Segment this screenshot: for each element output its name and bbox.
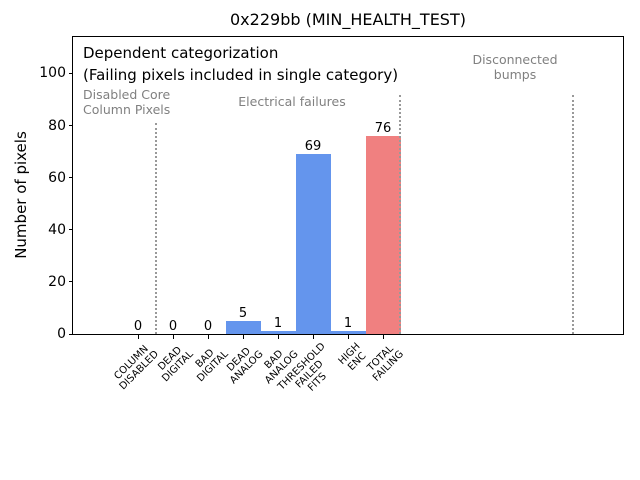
bar (330, 331, 366, 334)
separator-line (155, 123, 157, 334)
x-tick-label-text: DEAD DIGITAL (156, 344, 196, 385)
y-tick-label: 80 (48, 117, 66, 134)
x-tick-mark (383, 334, 384, 339)
bar-value-label: 69 (304, 139, 322, 155)
separator-line (572, 95, 574, 334)
y-tick-mark (69, 229, 73, 231)
annotation: (Failing pixels included in single categ… (83, 66, 399, 84)
bar (295, 154, 331, 334)
x-tick-label-text: BAD DIGITAL (193, 347, 231, 385)
y-tick-label: 0 (57, 326, 66, 342)
x-tick-mark (278, 334, 279, 339)
bar-value-label: 0 (133, 319, 143, 334)
y-tick-mark (69, 125, 73, 127)
annotation: Disconnected bumps (472, 52, 558, 82)
x-tick-label-text: DEAD ANALOG (225, 345, 266, 387)
x-tick-mark (313, 334, 314, 339)
bar (225, 320, 261, 334)
y-tick-label: 20 (48, 273, 66, 290)
x-tick-label-text: TOTAL FAILING (365, 343, 406, 384)
y-tick-mark (69, 72, 73, 74)
plot-area (72, 36, 624, 335)
y-tick-label: 100 (39, 65, 66, 82)
bar-value-label: 76 (374, 121, 392, 136)
bar-value-label: 1 (273, 316, 283, 332)
bar-value-label: 0 (168, 319, 178, 334)
x-tick-mark (243, 334, 244, 339)
y-tick-mark (69, 177, 73, 179)
x-tick-mark (208, 334, 209, 339)
separator-line (399, 95, 401, 334)
chart-title: 0x229bb (MIN_HEALTH_TEST) (230, 10, 466, 29)
annotation: Dependent categorization (83, 44, 279, 62)
bar-value-label: 0 (203, 319, 213, 334)
bar (365, 136, 401, 334)
y-tick-mark (69, 281, 73, 283)
x-tick-mark (138, 334, 139, 339)
y-tick-label: 60 (48, 169, 66, 186)
x-tick-mark (348, 334, 349, 339)
bar (260, 331, 296, 334)
y-tick-label: 40 (48, 221, 66, 238)
annotation: Disabled Core Column Pixels (83, 87, 171, 117)
annotation: Electrical failures (238, 94, 346, 109)
bar-value-label: 5 (238, 305, 248, 321)
y-tick-mark (69, 333, 73, 335)
x-tick-mark (173, 334, 174, 339)
bar-value-label: 1 (343, 316, 353, 332)
